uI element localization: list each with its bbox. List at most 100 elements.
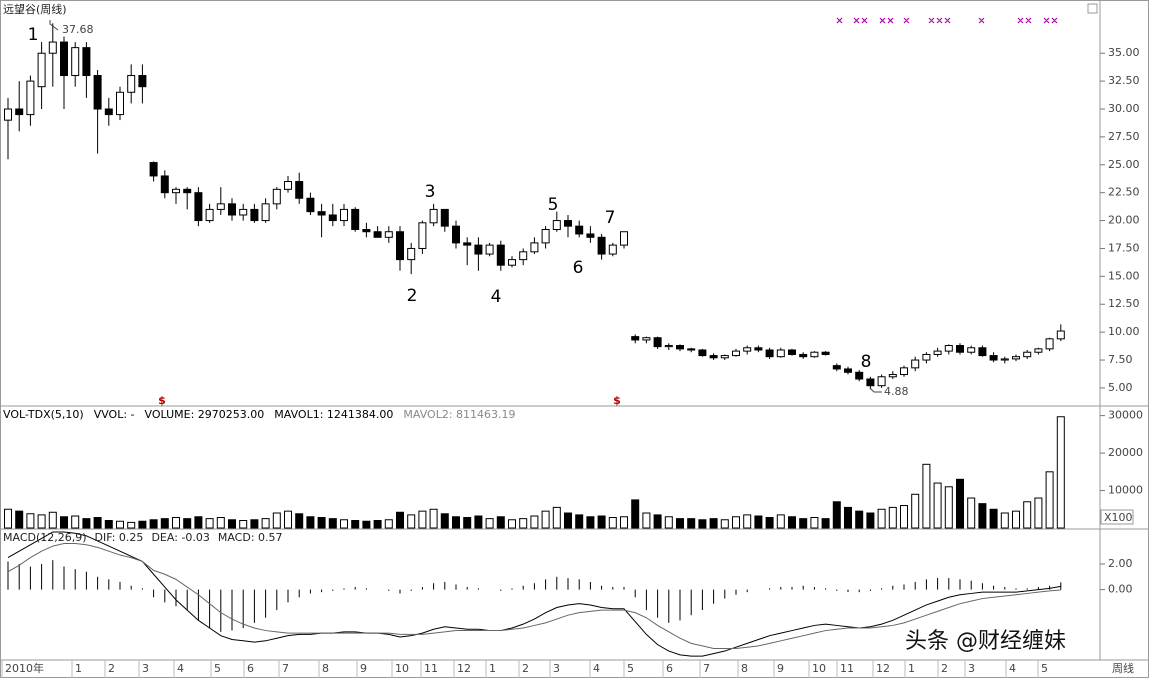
volume-bar [116,520,124,529]
volume-bar [765,517,774,529]
candle-body [989,355,998,361]
ex-rights-marker: $ [158,394,166,407]
volume-bar [93,517,102,529]
volume-bar [160,518,169,529]
candle-body [317,211,326,216]
time-label: 7 [282,662,289,675]
low-pointer [869,387,882,393]
candle-body [642,337,651,341]
volume-bar [608,517,617,529]
candle-body [1056,330,1065,340]
candle-body [239,208,248,216]
candle-body [351,208,360,230]
volume-bar [720,519,729,529]
time-label: 5 [627,662,634,675]
y-tick-label: 35.00 [1108,46,1140,59]
candle-body [48,41,57,54]
candle-body [261,203,270,222]
volume-bar [15,510,24,529]
volume-bar [295,513,304,529]
candle-body [71,47,80,77]
time-label: 1 [908,662,915,675]
candle-body [1045,338,1054,350]
candle-body [429,208,438,224]
candle-body [60,41,68,77]
volume-bar [754,515,763,529]
candle-body [776,349,785,358]
volume-bar [351,520,360,529]
candle-body [407,247,416,261]
chart-title: 远望谷(周线) [3,2,67,16]
candle-body [362,228,371,233]
candle-body [743,347,752,352]
volume-bar [944,486,953,529]
y-tick-label: 0.00 [1108,583,1133,596]
volume-bar [866,512,875,529]
volume-bar [384,519,393,529]
volume-bar [328,518,337,529]
candle-body [116,91,124,116]
candle-body [4,108,12,121]
candle-body [373,231,382,238]
volume-bar [104,520,113,529]
volume-bar [284,510,292,529]
y-tick-label: 15.00 [1108,269,1140,282]
volume-bar [306,516,315,529]
volume-bar [1023,501,1032,529]
window-icon[interactable] [1087,3,1098,14]
macd-line [7,543,1061,649]
macd-legend: DEA: -0.03 [151,531,209,544]
time-label: 11 [840,662,854,675]
time-label: 9 [360,662,367,675]
candle-body [732,350,740,357]
time-label: 2 [941,662,948,675]
time-label: 1 [489,662,496,675]
volume-bar [261,518,270,529]
wave-label: 5 [548,195,559,215]
volume-bar [138,520,147,529]
candle-body [855,371,864,380]
candle-body [149,162,158,177]
volume-bar [183,518,192,529]
candle-body [93,75,102,110]
macd-legend: MACD: 0.57 [218,531,283,544]
candle-body [384,231,393,238]
volume-bar [877,508,886,529]
volume-bar [541,510,550,529]
time-label: 2 [522,662,529,675]
volume-bar [216,517,225,529]
volume-bar [664,516,673,529]
volume-bar [911,493,920,529]
unit-box [1100,509,1134,525]
candle-body [564,220,572,227]
time-label: 6 [247,662,254,675]
time-label: 4 [177,662,184,675]
candle-body [664,345,673,348]
candle-body [1023,351,1032,358]
time-label: 4 [1009,662,1016,675]
candle-body [799,353,808,358]
candle-body [933,350,942,355]
time-label: 6 [666,662,673,675]
watermark: 头条 @财经缠妹 [905,629,1066,654]
candle-body [709,355,718,359]
volume-legend: MAVOL2: 811463.19 [403,408,515,421]
candle-body [597,236,606,255]
volume-bar [205,518,214,529]
candle-body [978,347,987,357]
volume-bar [239,520,248,529]
candle-body [586,233,595,238]
y-tick-label: 10000 [1108,484,1143,497]
time-label: 11 [424,662,438,675]
volume-legend: VOLUME: 2970253.00 [145,408,265,421]
macd-line [7,531,1061,657]
time-label: 5 [214,662,221,675]
volume-bar [776,514,785,529]
candle-body [631,336,640,341]
volume-bar [799,518,808,529]
wave-label: 2 [407,286,418,306]
candle-body [216,203,225,210]
y-tick-label: 12.50 [1108,297,1140,310]
wave-label: 6 [573,258,584,278]
